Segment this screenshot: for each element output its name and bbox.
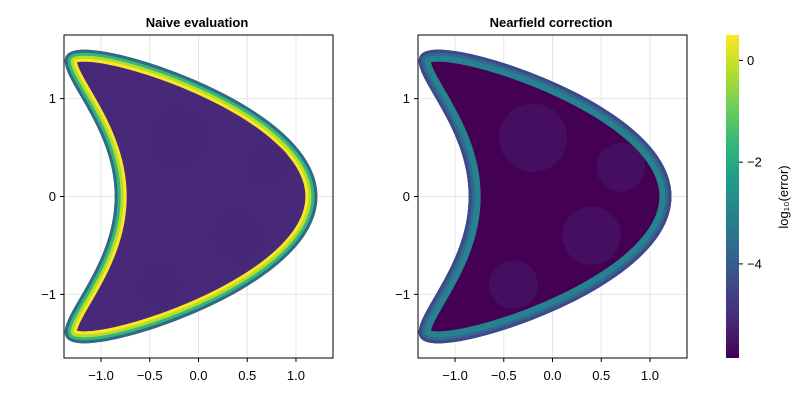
- plot-area: −1.0 −0.5 0.0 0.5 1.0 −1 0 1: [395, 34, 688, 383]
- error-patch: [144, 103, 214, 172]
- x-tick-label: −0.5: [491, 368, 517, 383]
- error-patch: [498, 103, 568, 172]
- error-patch: [562, 206, 621, 265]
- error-patch: [135, 260, 184, 309]
- error-patch: [489, 260, 538, 309]
- colorbar-ticks: 0 −2 −4: [739, 53, 762, 271]
- x-tick-label: −0.5: [137, 368, 163, 383]
- plot-area: −1.0 −0.5 0.0 0.5 1.0 −1 0 1: [41, 34, 334, 383]
- y-tick-label: 0: [403, 189, 410, 204]
- colorbar-tick-label: −4: [747, 256, 762, 271]
- y-tick-label: 0: [49, 189, 56, 204]
- colorbar-tick-label: −2: [747, 155, 762, 170]
- x-tick-label: −1.0: [442, 368, 468, 383]
- panel-title: Naive evaluation: [146, 15, 249, 30]
- x-tick-label: 0.0: [189, 368, 207, 383]
- error-patch: [208, 206, 267, 265]
- y-tick-label: −1: [395, 287, 410, 302]
- colorbar-gradient: [726, 35, 739, 358]
- error-patch: [242, 142, 292, 192]
- x-tick-label: 0.5: [238, 368, 256, 383]
- error-patch: [596, 142, 646, 192]
- y-tick-label: 1: [49, 91, 56, 106]
- y-tick-label: −1: [41, 287, 56, 302]
- x-tick-label: −1.0: [88, 368, 114, 383]
- colorbar-tick-label: 0: [747, 53, 754, 68]
- y-tick-label: 1: [403, 91, 410, 106]
- panel-naive-evaluation: Naive evaluation −1.0 −0.5 0.0 0.5 1.0 −1 0 1: [41, 15, 334, 383]
- x-tick-label: 0.5: [592, 368, 610, 383]
- colorbar: 0 −2 −4 log₁₀(error): [726, 35, 791, 358]
- panel-title: Nearfield correction: [490, 15, 613, 30]
- x-tick-label: 1.0: [641, 368, 659, 383]
- x-tick-label: 1.0: [287, 368, 305, 383]
- colorbar-label: log₁₀(error): [776, 165, 791, 228]
- panel-nearfield-correction: Nearfield correction −1.0 −0.5 0.0 0.5 1.0−1…: [395, 15, 688, 383]
- x-tick-label: 0.0: [543, 368, 561, 383]
